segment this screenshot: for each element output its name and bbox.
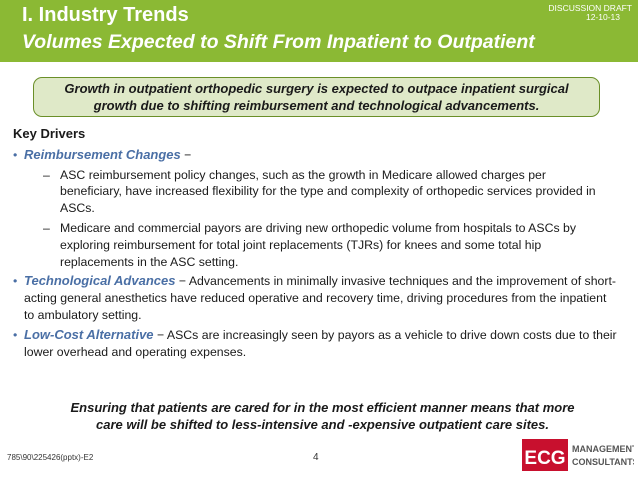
logo-word-1: MANAGEMENT: [572, 444, 634, 454]
bullet-text: ASCs are increasingly seen by payors as …: [24, 327, 617, 359]
draft-stamp: DISCUSSION DRAFT 12-10-13: [548, 4, 632, 22]
bullet-icon: •: [13, 274, 18, 289]
bullet-technological: • Technological Advances − Advancements …: [13, 273, 618, 323]
bullet-icon: •: [13, 327, 18, 342]
bullet-heading: Low-Cost Alternative: [24, 326, 154, 342]
dash-icon: –: [43, 220, 50, 235]
bullet-heading: Reimbursement Changes: [24, 146, 181, 162]
sub-bullet: – Medicare and commercial payors are dri…: [13, 220, 618, 270]
logo-box: [522, 439, 568, 471]
logo-word-2: CONSULTANTS: [572, 457, 634, 467]
summary-callout: Growth in outpatient orthopedic surgery …: [33, 77, 600, 117]
bullet-heading: Technological Advances: [24, 273, 176, 289]
conclusion-line-1: Ensuring that patients are cared for in …: [70, 400, 575, 415]
page-number: 4: [313, 452, 319, 463]
title-banner: I. Industry Trends Volumes Expected to S…: [0, 0, 638, 62]
draft-date: 12-10-13: [585, 12, 620, 22]
callout-text: Growth in outpatient orthopedic surgery …: [34, 81, 599, 114]
bullet-separator: −: [175, 274, 189, 289]
callout-line-1: Growth in outpatient orthopedic surgery …: [64, 81, 569, 96]
conclusion-line-2: care will be shifted to less-intensive a…: [96, 417, 549, 432]
sub-bullet-text: ASC reimbursement policy changes, such a…: [60, 167, 596, 216]
callout-line-2: growth due to shifting reimbursement and…: [93, 97, 540, 113]
logo-mark: ECG: [524, 448, 565, 469]
bullet-separator: −: [180, 147, 192, 162]
sub-bullet: – ASC reimbursement policy changes, such…: [13, 167, 618, 217]
section-title: I. Industry Trends: [22, 4, 189, 26]
document-id: 785\90\225426(pptx)-E2: [7, 453, 94, 462]
conclusion: Ensuring that patients are cared for in …: [40, 399, 605, 433]
bullet-icon: •: [13, 147, 18, 162]
bullet-separator: −: [153, 327, 167, 342]
slide-body: Key Drivers • Reimbursement Changes − – …: [13, 126, 618, 363]
dash-icon: –: [43, 167, 50, 182]
draft-label: DISCUSSION DRAFT: [548, 3, 632, 13]
bullet-low-cost: • Low-Cost Alternative − ASCs are increa…: [13, 327, 618, 361]
ecg-logo: ECG MANAGEMENT CONSULTANTS: [522, 439, 634, 471]
key-drivers-heading: Key Drivers: [13, 126, 86, 141]
sub-bullet-text: Medicare and commercial payors are drivi…: [60, 220, 577, 269]
slide-title: Volumes Expected to Shift From Inpatient…: [22, 31, 535, 53]
bullet-reimbursement: • Reimbursement Changes −: [13, 147, 618, 164]
bullet-text: Advancements in minimally invasive techn…: [24, 274, 616, 322]
